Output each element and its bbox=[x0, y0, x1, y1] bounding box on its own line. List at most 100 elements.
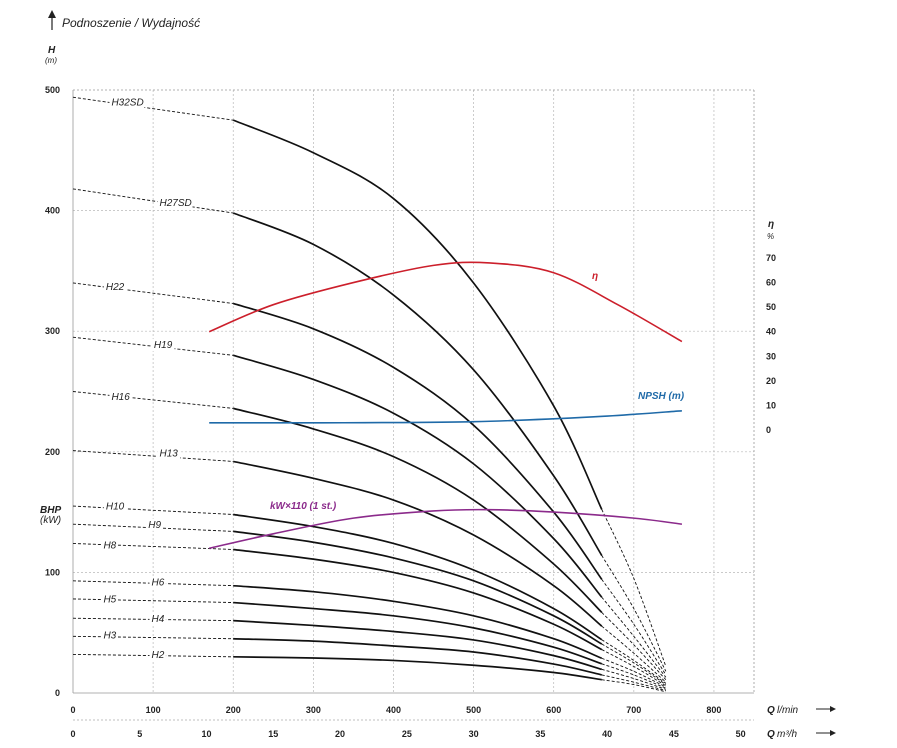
head-curve-labels: H32SD H27SD H22 H19 H16 H13 H10 H9 H8 H6 H5 H4 H3 H2 bbox=[101, 96, 193, 662]
curve-label-h19: H19 bbox=[154, 340, 173, 351]
auxiliary-curves bbox=[208, 261, 683, 550]
x-tick-labels-m3h: 0 5 10 15 20 25 30 35 40 45 50 bbox=[70, 729, 745, 739]
head-curve-h16-dashed-start bbox=[72, 391, 234, 409]
head-curve-h32sd-dashed-start bbox=[72, 96, 234, 121]
auxiliary-curve-labels: η NPSH (m) kW×110 (1 st.) bbox=[270, 271, 685, 512]
svg-text:l/min: l/min bbox=[777, 705, 799, 716]
head-curve-h13 bbox=[233, 460, 603, 627]
head-curve-h8-dashed-end bbox=[601, 649, 667, 687]
head-curve-h5 bbox=[233, 601, 603, 665]
eta-tick-label: 30 bbox=[766, 351, 776, 361]
head-curve-h8-dashed-start bbox=[72, 543, 234, 550]
y-tick-label: 500 bbox=[45, 85, 60, 95]
y-tick-labels: 0 100 200 300 400 500 bbox=[45, 85, 60, 698]
head-curve-h9-dashed-end bbox=[601, 643, 667, 685]
y-tick-label: 0 bbox=[55, 688, 60, 698]
curve-label-h13: H13 bbox=[160, 449, 179, 460]
curve-label-bg bbox=[157, 196, 193, 209]
y-tick-label: 400 bbox=[45, 206, 60, 216]
head-curve-h10-dashed-start bbox=[72, 505, 234, 515]
x-axis-label-lmin: Q l/min bbox=[767, 705, 836, 716]
curve-label-bg bbox=[149, 649, 166, 662]
curve-label-h16: H16 bbox=[111, 392, 130, 403]
x-tick-label-lmin: 600 bbox=[546, 705, 561, 715]
x-tick-label-m3h: 20 bbox=[335, 729, 345, 739]
eta-tick-labels: 0 10 20 30 40 50 60 70 bbox=[766, 253, 776, 435]
curve-label-bg bbox=[157, 447, 181, 460]
curve-label-h2: H2 bbox=[152, 650, 165, 661]
curve-label-bg bbox=[101, 629, 118, 642]
head-curve-h3 bbox=[233, 637, 602, 676]
curve-label-bg bbox=[109, 390, 133, 403]
head-curve-h3-dashed-end bbox=[601, 674, 666, 692]
head-curve-h9 bbox=[233, 530, 603, 645]
chart-title: Podnoszenie / Wydajność bbox=[62, 16, 200, 30]
x-tick-label-lmin: 500 bbox=[466, 705, 481, 715]
y-tick-label: 200 bbox=[45, 447, 60, 457]
svg-text:Q: Q bbox=[767, 729, 775, 740]
x-tick-label-lmin: 0 bbox=[70, 705, 75, 715]
x-axis-label-m3h: Q m³/h bbox=[767, 729, 836, 740]
head-curve-h16 bbox=[233, 407, 603, 614]
x-tick-label-m3h: 10 bbox=[202, 729, 212, 739]
eta-tick-label: 70 bbox=[766, 253, 776, 263]
eta-tick-label: 10 bbox=[766, 400, 776, 410]
head-curve-h13-dashed-start bbox=[72, 450, 234, 462]
head-curve-h8 bbox=[233, 548, 603, 651]
eta-tick-label: 50 bbox=[766, 302, 776, 312]
curve-label-h8: H8 bbox=[103, 540, 116, 551]
head-curve-h6-dashed-end bbox=[601, 657, 667, 688]
svg-text:m³/h: m³/h bbox=[777, 729, 797, 740]
svg-text:Q: Q bbox=[767, 705, 775, 716]
curve-label-bg bbox=[101, 539, 118, 552]
bhp-axis-unit: (kW) bbox=[40, 515, 61, 526]
curve-label-h32sd: H32SD bbox=[111, 98, 143, 109]
npsh-curve bbox=[209, 409, 682, 424]
head-curve-h32sd-dashed-end bbox=[601, 509, 667, 667]
head-curve-h19 bbox=[232, 354, 603, 598]
head-curve-h5-dashed-end bbox=[601, 663, 667, 689]
head-curve-h22-dashed-start bbox=[72, 282, 234, 304]
curve-label-bg bbox=[101, 593, 118, 606]
eta-tick-label: 60 bbox=[766, 278, 776, 288]
x-tick-label-m3h: 35 bbox=[535, 729, 545, 739]
y-tick-label: 300 bbox=[45, 326, 60, 336]
x-tick-label-lmin: 800 bbox=[706, 705, 721, 715]
bhp-axis-label: BHP bbox=[40, 505, 61, 516]
eta-tick-label: 0 bbox=[766, 425, 771, 435]
head-curve-h27sd bbox=[232, 212, 603, 556]
x-tick-label-lmin: 400 bbox=[386, 705, 401, 715]
head-curves bbox=[72, 96, 667, 693]
eta-axis-label: η bbox=[768, 219, 774, 230]
head-curve-h4-dashed-end bbox=[601, 668, 667, 690]
head-curve-h13-dashed-end bbox=[601, 625, 667, 683]
x-tick-label-lmin: 300 bbox=[306, 705, 321, 715]
x-tick-label-m3h: 50 bbox=[736, 729, 746, 739]
head-curve-h10 bbox=[233, 513, 603, 641]
efficiency-curve bbox=[208, 261, 683, 343]
curve-label-h6: H6 bbox=[152, 578, 165, 589]
x-tick-label-m3h: 0 bbox=[70, 729, 75, 739]
head-curve-h19-dashed-end bbox=[601, 596, 667, 678]
curve-label-h10: H10 bbox=[106, 502, 125, 513]
curve-label-h4: H4 bbox=[152, 614, 165, 625]
power-label: kW×110 (1 st.) bbox=[270, 501, 337, 512]
curve-label-bg bbox=[146, 518, 163, 531]
power-curve bbox=[209, 508, 682, 550]
x-tick-label-m3h: 45 bbox=[669, 729, 679, 739]
curve-label-h22: H22 bbox=[106, 282, 125, 293]
x-tick-labels-lmin: 0 100 200 300 400 500 600 700 800 bbox=[70, 705, 721, 715]
x-tick-label-m3h: 15 bbox=[268, 729, 278, 739]
x-tick-label-m3h: 25 bbox=[402, 729, 412, 739]
curve-label-bg bbox=[149, 612, 166, 625]
y-axis-label: H bbox=[48, 45, 56, 56]
npsh-label: NPSH (m) bbox=[638, 391, 685, 402]
x-tick-label-m3h: 5 bbox=[137, 729, 142, 739]
curve-label-h9: H9 bbox=[148, 520, 161, 531]
x-tick-label-lmin: 700 bbox=[626, 705, 641, 715]
curve-label-bg bbox=[109, 96, 145, 109]
eta-axis-unit: % bbox=[767, 232, 774, 241]
grid bbox=[73, 90, 754, 693]
x-tick-label-m3h: 40 bbox=[602, 729, 612, 739]
eta-tick-label: 40 bbox=[766, 327, 776, 337]
